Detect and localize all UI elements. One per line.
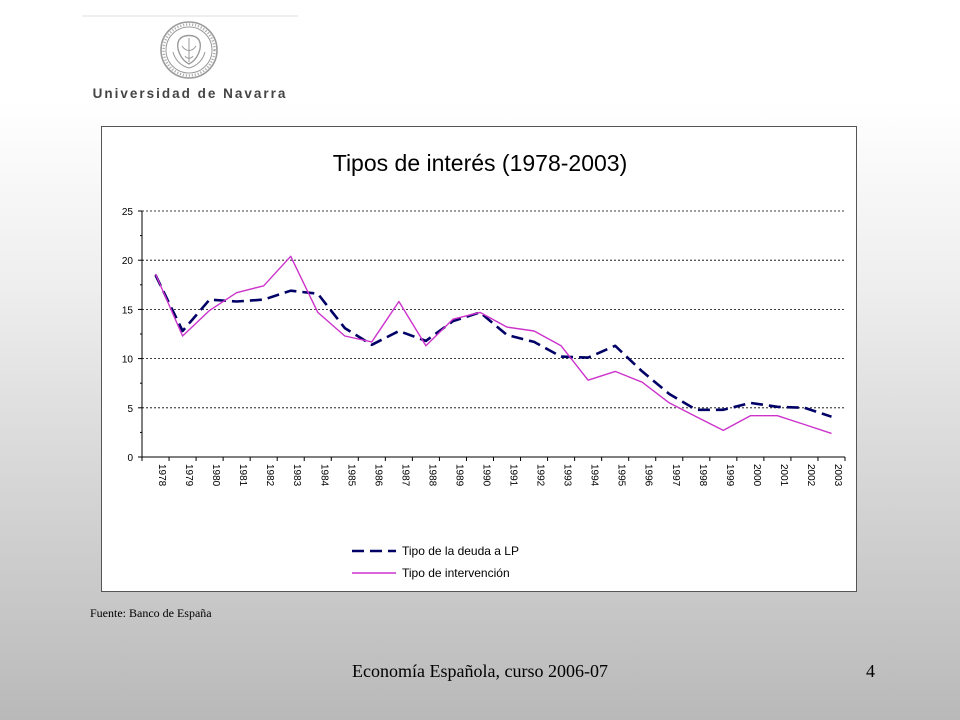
y-tick-label: 15 bbox=[122, 305, 134, 316]
series-lines bbox=[154, 255, 832, 435]
page-number: 4 bbox=[866, 661, 875, 681]
x-tick-label: 1982 bbox=[264, 464, 275, 487]
x-tick-label: 1998 bbox=[697, 464, 708, 487]
x-tick-label: 1980 bbox=[210, 464, 221, 487]
x-tick-label: 1992 bbox=[535, 464, 546, 487]
x-tick-label: 1995 bbox=[616, 464, 627, 487]
source-note: Fuente: Banco de España bbox=[90, 606, 212, 620]
x-tick-label: 1983 bbox=[291, 464, 302, 487]
logo-wordmark: Universidad de Navarra bbox=[93, 86, 288, 101]
x-tick-label: 1990 bbox=[480, 464, 491, 487]
x-tick-label: 1988 bbox=[426, 464, 437, 487]
x-tick-label: 2000 bbox=[751, 464, 762, 487]
legend-label-2: Tipo de intervención bbox=[402, 566, 510, 580]
legend-label-1: Tipo de la deuda a LP bbox=[402, 544, 519, 558]
y-tick-label: 5 bbox=[127, 404, 133, 415]
x-tick-label: 1997 bbox=[670, 464, 681, 487]
line-chart: Tipos de interés (1978-2003) 0 5 10 15 20 25 1… bbox=[122, 150, 846, 580]
x-tick-label: 1986 bbox=[372, 464, 383, 487]
x-tick-label: 1993 bbox=[562, 464, 573, 487]
series-line-1 bbox=[154, 274, 832, 418]
x-tick-label: 1996 bbox=[643, 464, 654, 487]
y-tick-label: 0 bbox=[127, 453, 133, 464]
x-tick-label: 2001 bbox=[778, 464, 789, 487]
y-tick-label: 25 bbox=[122, 207, 134, 218]
x-tick-label: 2002 bbox=[805, 464, 816, 487]
x-tick-label: 2003 bbox=[832, 464, 843, 487]
y-tick-label: 10 bbox=[122, 355, 134, 366]
university-logo: Universidad de Navarra bbox=[78, 14, 302, 106]
y-tick-label: 20 bbox=[122, 256, 134, 267]
series-line-2 bbox=[154, 255, 832, 435]
x-tick-label: 1987 bbox=[399, 464, 410, 487]
x-tick-label: 1991 bbox=[508, 464, 519, 487]
chart-title: Tipos de interés (1978-2003) bbox=[333, 150, 628, 176]
x-tick-label: 1999 bbox=[724, 464, 735, 487]
university-seal-icon: Universidad de Navarra bbox=[82, 15, 298, 101]
gridlines bbox=[142, 210, 845, 409]
chart-frame: Tipos de interés (1978-2003) 0 5 10 15 20 25 1… bbox=[101, 126, 857, 592]
x-tick-label: 1981 bbox=[237, 464, 248, 487]
footer-course-title: Economía Española, curso 2006-07 bbox=[352, 661, 608, 681]
x-tick-label: 1994 bbox=[589, 464, 600, 487]
x-tick-label: 1989 bbox=[453, 464, 464, 487]
x-tick-label: 1984 bbox=[318, 464, 329, 487]
x-tick-label: 1978 bbox=[156, 464, 167, 487]
x-tick-label: 1985 bbox=[345, 464, 356, 487]
x-tick-label: 1979 bbox=[183, 464, 194, 487]
axes: 0 5 10 15 20 25 1978 1979 1980 1981 1982 1983 1984 19… bbox=[122, 207, 846, 487]
chart-legend: Tipo de la deuda a LP Tipo de intervenció… bbox=[352, 544, 519, 580]
